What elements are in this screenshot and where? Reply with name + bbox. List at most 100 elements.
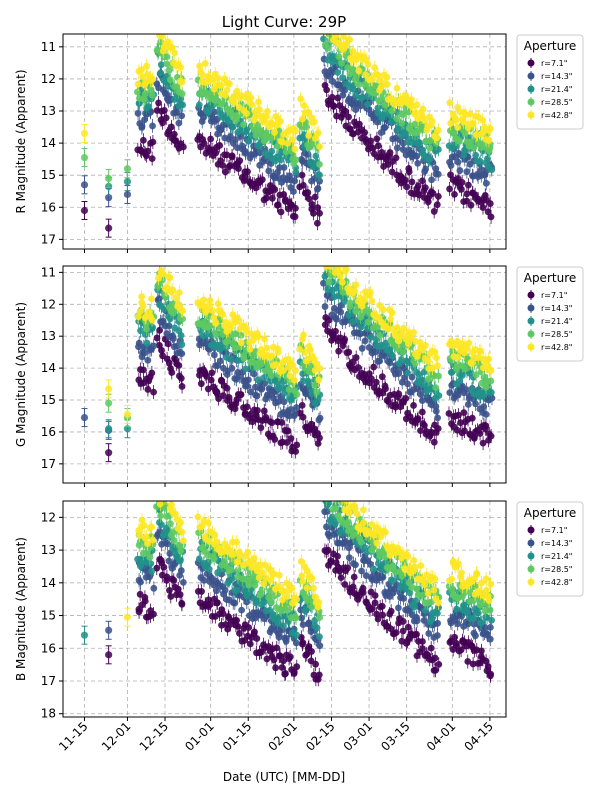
data-point (414, 415, 422, 422)
legend-marker (527, 72, 535, 80)
data-point (332, 34, 340, 39)
data-point (415, 139, 423, 146)
data-point (177, 63, 185, 71)
data-point (465, 181, 472, 189)
data-point (179, 307, 187, 315)
data-point (149, 323, 157, 331)
data-point (419, 376, 426, 384)
data-point (334, 69, 342, 76)
data-point (195, 101, 203, 109)
data-point (482, 422, 490, 430)
data-point (255, 98, 262, 106)
data-point (141, 95, 148, 103)
data-point (341, 581, 349, 588)
data-point (206, 600, 214, 608)
data-point (328, 93, 336, 101)
data-point (258, 360, 266, 368)
data-point (235, 317, 243, 325)
y-tick-label: 16 (41, 425, 56, 439)
data-point (454, 337, 461, 345)
data-point (316, 143, 323, 150)
data-point (300, 102, 308, 109)
data-point (105, 174, 113, 183)
data-point (410, 329, 418, 336)
data-point (422, 165, 430, 173)
data-point (337, 574, 345, 582)
data-point (428, 117, 436, 125)
data-point (274, 345, 282, 353)
data-point (280, 164, 288, 171)
data-point (426, 155, 434, 163)
data-point (219, 311, 227, 318)
data-point (177, 331, 185, 339)
data-point (163, 283, 171, 291)
data-point (237, 339, 245, 347)
data-point (346, 302, 354, 310)
data-point (175, 301, 182, 308)
data-point (316, 414, 324, 422)
data-point (105, 651, 113, 659)
legend-marker (527, 111, 535, 119)
data-point (434, 192, 442, 200)
data-point (208, 307, 216, 314)
data-point (468, 360, 476, 367)
data-point (487, 377, 495, 385)
y-tick-label: 15 (41, 168, 56, 182)
data-point (219, 161, 227, 169)
data-point (462, 365, 469, 373)
data-point (206, 297, 214, 304)
data-point (465, 339, 473, 347)
data-point (358, 93, 366, 101)
data-point (179, 101, 187, 109)
data-point (484, 208, 492, 216)
legend-label: r=7.1" (541, 59, 567, 68)
data-point (258, 385, 265, 393)
data-point (147, 86, 155, 94)
legend-marker (527, 291, 535, 299)
data-point (290, 188, 297, 195)
data-point (203, 306, 211, 314)
legend-label: r=28.5" (541, 98, 572, 107)
y-tick-label: 11 (41, 265, 56, 279)
data-point (80, 129, 89, 138)
data-point (355, 120, 363, 128)
data-point (153, 251, 160, 258)
data-point (225, 393, 233, 401)
data-point (162, 293, 170, 301)
data-point (167, 593, 175, 600)
data-point (201, 318, 208, 326)
data-point (163, 573, 171, 581)
data-point (381, 124, 389, 131)
data-point (395, 370, 403, 377)
legend-label: r=21.4" (541, 85, 572, 94)
data-point (393, 115, 401, 122)
data-point (320, 240, 327, 247)
data-point (424, 198, 432, 206)
data-point (424, 357, 432, 365)
data-point (315, 671, 323, 679)
data-point (435, 372, 442, 380)
data-point (434, 170, 442, 178)
data-point (158, 346, 165, 354)
data-point (159, 270, 167, 278)
data-point (247, 94, 255, 102)
data-point (429, 190, 437, 197)
data-point (323, 86, 331, 94)
data-point (455, 411, 462, 419)
data-point (344, 564, 352, 572)
data-point (160, 107, 168, 114)
data-points (80, 34, 496, 238)
data-point (399, 146, 407, 154)
data-point (253, 635, 261, 642)
data-point (165, 322, 173, 330)
plot-frame (62, 265, 507, 484)
data-point (346, 36, 353, 44)
data-point (336, 272, 344, 280)
data-point (458, 178, 466, 186)
data-point (485, 137, 493, 144)
data-point (417, 427, 424, 435)
data-point (306, 346, 314, 354)
data-point (456, 377, 464, 385)
data-point (268, 194, 276, 202)
legend-label: r=21.4" (541, 317, 572, 326)
